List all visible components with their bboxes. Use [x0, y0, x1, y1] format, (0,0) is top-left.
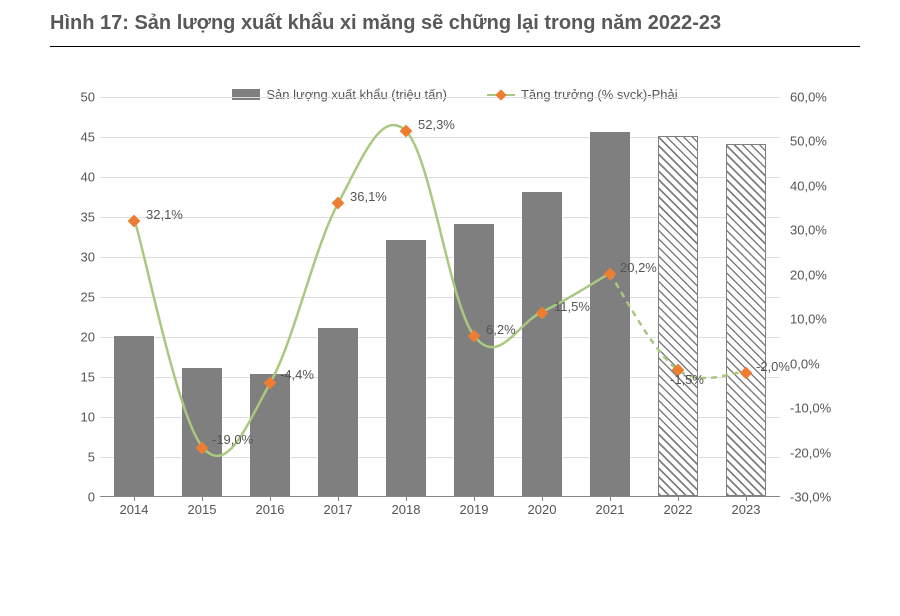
data-label: 52,3% [418, 117, 455, 132]
x-tick: 2019 [460, 496, 489, 517]
line-marker [332, 197, 345, 210]
x-tick: 2023 [732, 496, 761, 517]
y-left-tick: 10 [50, 410, 95, 425]
y-left-tick: 30 [50, 250, 95, 265]
data-label: 32,1% [146, 207, 183, 222]
y-left-tick: 20 [50, 330, 95, 345]
gridline [100, 97, 780, 98]
chart-title: Hình 17: Sản lượng xuất khẩu xi măng sẽ … [50, 10, 860, 36]
data-label: 11,5% [554, 299, 590, 314]
data-label: 6,2% [486, 322, 516, 337]
y-right-tick: -20,0% [790, 445, 860, 460]
y-left-tick: 0 [50, 490, 95, 505]
y-left-tick: 5 [50, 450, 95, 465]
y-left-tick: 50 [50, 90, 95, 105]
data-label: 36,1% [350, 189, 387, 204]
line-marker [400, 125, 413, 138]
plot-area: 201432,1%2015-19,0%2016-4,4%201736,1%201… [100, 97, 780, 497]
y-right-tick: 0,0% [790, 356, 860, 371]
bar [386, 240, 427, 496]
x-tick: 2015 [188, 496, 217, 517]
x-tick: 2014 [120, 496, 149, 517]
data-label: -1,5% [670, 372, 704, 387]
data-label: -19,0% [212, 432, 253, 447]
chart-area: 0 5 10 15 20 25 30 35 40 45 50 -30,0% -20,0% -10,0% 0… [50, 87, 860, 547]
y-right-tick: 30,0% [790, 223, 860, 238]
bar [114, 336, 155, 496]
y-left-tick: 25 [50, 290, 95, 305]
y-right-tick: -30,0% [790, 490, 860, 505]
y-right-tick: 60,0% [790, 90, 860, 105]
y-left-tick: 35 [50, 210, 95, 225]
data-label: 20,2% [620, 260, 657, 275]
y-right-tick: -10,0% [790, 401, 860, 416]
data-label: -4,4% [280, 367, 314, 382]
x-tick: 2017 [324, 496, 353, 517]
y-left-tick: 45 [50, 130, 95, 145]
bar [250, 374, 291, 496]
y-left-tick: 40 [50, 170, 95, 185]
title-rule [50, 46, 860, 47]
bar [454, 224, 495, 496]
y-right-tick: 50,0% [790, 134, 860, 149]
bar [522, 192, 563, 496]
y-right-tick: 10,0% [790, 312, 860, 327]
x-tick: 2021 [596, 496, 625, 517]
x-tick: 2016 [256, 496, 285, 517]
y-left-tick: 15 [50, 370, 95, 385]
legend-line-swatch [487, 89, 515, 101]
bar [658, 136, 699, 496]
bar [726, 144, 767, 496]
bar [590, 132, 631, 496]
x-tick: 2018 [392, 496, 421, 517]
y-right-tick: 20,0% [790, 267, 860, 282]
x-tick: 2022 [664, 496, 693, 517]
x-tick: 2020 [528, 496, 557, 517]
bar [318, 328, 359, 496]
y-right-tick: 40,0% [790, 178, 860, 193]
data-label: -2,0% [756, 359, 790, 374]
